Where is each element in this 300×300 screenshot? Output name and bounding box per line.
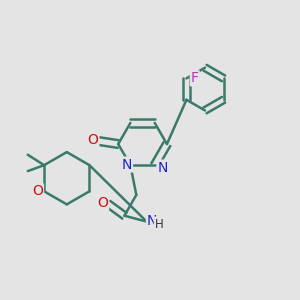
Text: O: O bbox=[32, 184, 43, 198]
Text: N: N bbox=[147, 214, 157, 228]
Text: O: O bbox=[88, 134, 98, 148]
Text: F: F bbox=[191, 71, 199, 85]
Text: N: N bbox=[158, 160, 168, 175]
Text: H: H bbox=[155, 218, 164, 230]
Text: O: O bbox=[97, 196, 108, 210]
Text: N: N bbox=[122, 158, 132, 172]
